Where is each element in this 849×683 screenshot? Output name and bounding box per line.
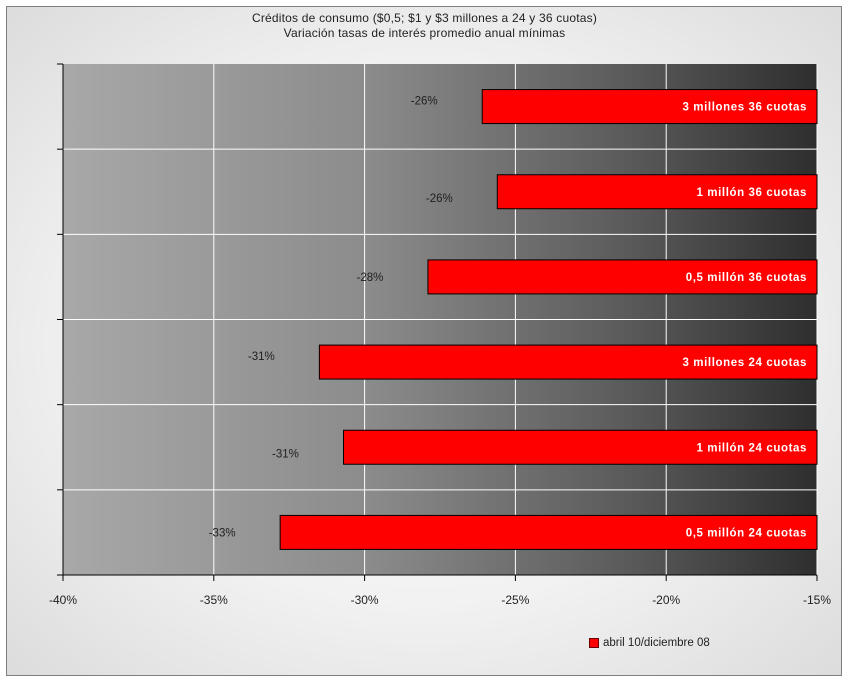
data-label: -28%	[357, 272, 384, 284]
grid-layer	[57, 64, 818, 575]
bar	[342, 429, 818, 465]
category-label: 1 millón 36 cuotas	[697, 187, 808, 199]
x-tick-label: -15%	[803, 593, 831, 607]
x-tick-label: -40%	[49, 593, 77, 607]
chart-title: Créditos de consumo ($0,5; $1 y $3 millo…	[251, 11, 598, 25]
x-tick-label: -30%	[351, 593, 379, 607]
bars-layer: 3 millones 36 cuotas -26% 1 millón 36 cuot…	[209, 89, 818, 550]
category-label: 0,5 millón 36 cuotas	[686, 272, 807, 284]
category-label: 3 millones 24 cuotas	[683, 357, 808, 369]
axis-layer: -40% -35% -30% -25% -20% -15%	[49, 63, 831, 607]
bar	[481, 89, 818, 125]
category-label: 3 millones 36 cuotas	[683, 102, 808, 114]
category-label: 1 millón 24 cuotas	[697, 442, 808, 454]
data-label: -31%	[272, 448, 299, 460]
legend-label: abril 10/diciembre 08	[603, 637, 710, 649]
chart-subtitle: Variación tasas de interés promedio anua…	[283, 26, 566, 40]
data-label: -26%	[426, 193, 453, 205]
legend-swatch	[589, 638, 599, 648]
bar	[427, 259, 818, 295]
category-label: 0,5 millón 24 cuotas	[686, 527, 807, 539]
x-tick-label: -25%	[501, 593, 529, 607]
data-label: -26%	[411, 96, 438, 108]
bar	[318, 344, 818, 380]
bar	[279, 514, 818, 550]
data-label: -31%	[248, 351, 275, 363]
bar	[496, 174, 818, 210]
x-tick-label: -35%	[200, 593, 228, 607]
legend: abril 10/diciembre 08	[589, 637, 710, 649]
chart-title-block: Créditos de consumo ($0,5; $1 y $3 millo…	[0, 11, 849, 41]
data-label: -33%	[209, 527, 236, 539]
x-tick-label: -20%	[652, 593, 680, 607]
